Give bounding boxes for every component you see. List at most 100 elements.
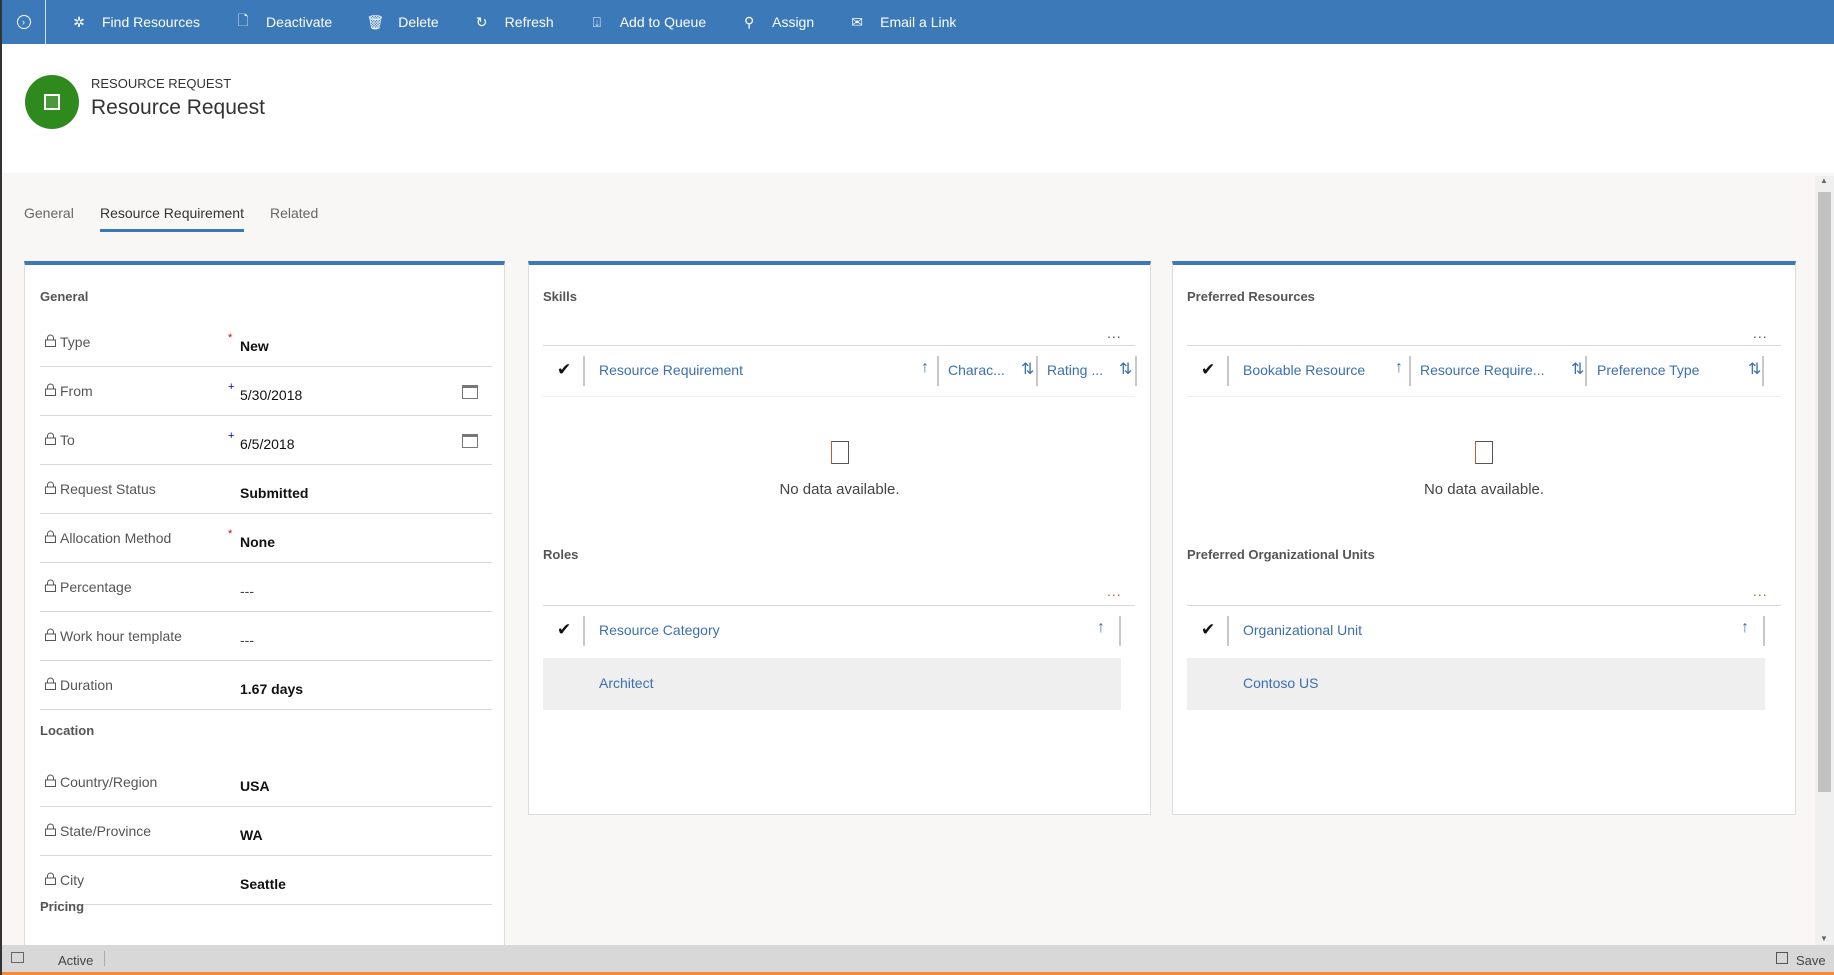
column-resource-requirement[interactable]: Resource Require... — [1420, 362, 1545, 378]
field-value[interactable]: --- — [240, 632, 254, 648]
tab-general[interactable]: General — [24, 205, 74, 221]
preferred-units-grid-header: ✔ Organizational Unit ↑ — [1187, 606, 1767, 657]
sort-icon[interactable]: ⇅ — [1748, 361, 1762, 378]
select-all-checkbox[interactable]: ✔ — [1201, 360, 1216, 379]
save-icon[interactable] — [1776, 952, 1788, 964]
preferred-panel: Preferred Resources ... ✔ Bookable Resou… — [1172, 261, 1796, 815]
refresh-button[interactable]: ↻ Refresh — [461, 0, 564, 44]
tab-resource-requirement[interactable]: Resource Requirement — [100, 205, 244, 232]
field-value[interactable]: 1.67 days — [240, 681, 304, 697]
deactivate-button[interactable]: 🗋 Deactivate — [222, 0, 342, 44]
field-row[interactable]: Type * New — [40, 318, 492, 367]
sort-icon[interactable]: ⇅ — [1021, 361, 1035, 378]
lock-icon — [45, 628, 56, 641]
field-value[interactable]: Seattle — [240, 876, 286, 892]
roles-more-button[interactable]: ... — [1107, 583, 1122, 599]
assign-icon: ⚲ — [743, 13, 755, 30]
entity-type: RESOURCE REQUEST — [91, 76, 232, 91]
lock-icon — [45, 432, 56, 445]
assign-button[interactable]: ⚲ Assign — [728, 0, 824, 44]
field-value[interactable]: New — [240, 338, 269, 354]
field-row[interactable]: Duration 1.67 days — [40, 661, 492, 710]
document-icon — [830, 441, 849, 464]
sort-asc-icon[interactable]: ↑ — [1097, 619, 1105, 636]
field-value[interactable]: 5/30/2018 — [240, 387, 303, 403]
field-row[interactable]: City Seattle — [40, 856, 492, 905]
trash-icon: 🗑 — [366, 13, 385, 30]
tab-related[interactable]: Related — [270, 205, 319, 221]
sort-icon[interactable]: ⇅ — [1571, 361, 1585, 378]
section-preferred-resources: Preferred Resources — [1187, 289, 1315, 304]
field-label: Country/Region — [60, 774, 158, 790]
column-characteristic[interactable]: Charac... — [948, 362, 1005, 378]
table-row[interactable]: Architect — [543, 658, 1121, 710]
field-label: To — [60, 432, 75, 448]
nav-expand-button[interactable]: › — [2, 0, 46, 44]
email-link-button[interactable]: ✉ Email a Link — [836, 0, 966, 44]
chevron-circle-icon: › — [16, 15, 31, 29]
refresh-label: Refresh — [504, 14, 554, 30]
lock-icon — [45, 872, 56, 885]
column-organizational-unit[interactable]: Organizational Unit — [1243, 622, 1363, 638]
column-resource-category[interactable]: Resource Category — [599, 622, 720, 638]
select-all-checkbox[interactable]: ✔ — [557, 620, 572, 639]
lock-icon — [45, 334, 56, 347]
column-bookable-resource[interactable]: Bookable Resource — [1243, 362, 1366, 378]
sort-icon[interactable]: ⇅ — [1119, 361, 1133, 378]
sort-asc-icon[interactable]: ↑ — [1395, 359, 1403, 376]
section-general: General — [40, 289, 89, 304]
lock-icon — [45, 677, 56, 690]
field-label: Allocation Method — [60, 530, 172, 546]
column-resource-requirement[interactable]: Resource Requirement — [599, 362, 743, 378]
preferred-resources-more-button[interactable]: ... — [1753, 325, 1768, 341]
sort-asc-icon[interactable]: ↑ — [1741, 619, 1749, 636]
select-all-checkbox[interactable]: ✔ — [557, 360, 572, 379]
org-unit-link[interactable]: Contoso US — [1243, 675, 1319, 691]
field-row[interactable]: Request Status Submitted — [40, 465, 492, 514]
field-value[interactable]: USA — [240, 778, 270, 794]
command-bar: › ✲ Find Resources 🗋 Deactivate 🗑 Delete ↻ R… — [2, 0, 1834, 44]
sort-asc-icon[interactable]: ↑ — [921, 359, 929, 376]
delete-button[interactable]: 🗑 Delete — [354, 0, 448, 44]
open-new-window-icon[interactable] — [11, 952, 24, 963]
scroll-down-icon[interactable]: ▼ — [1820, 934, 1828, 943]
role-link[interactable]: Architect — [599, 675, 654, 691]
field-label: Request Status — [60, 481, 156, 497]
field-value[interactable]: --- — [240, 583, 254, 599]
calendar-icon[interactable] — [462, 434, 478, 448]
field-row[interactable]: From + 5/30/2018 — [40, 367, 492, 416]
section-pricing: Pricing — [40, 899, 85, 914]
preferred-resources-grid-header: ✔ Bookable Resource ↑ Resource Require..… — [1187, 346, 1781, 397]
add-to-queue-button[interactable]: ⍗ Add to Queue — [576, 0, 716, 44]
lock-icon — [45, 774, 56, 787]
find-resources-icon: ✲ — [73, 13, 85, 30]
find-resources-button[interactable]: ✲ Find Resources — [58, 0, 210, 44]
field-value[interactable]: 6/5/2018 — [240, 436, 295, 452]
column-preference-type[interactable]: Preference Type — [1597, 362, 1700, 378]
general-panel: General Type * New From + 5/30/2018 To +… — [24, 261, 505, 961]
table-row[interactable]: Contoso US — [1187, 658, 1765, 710]
lock-icon — [45, 823, 56, 836]
scroll-up-icon[interactable]: ▲ — [1820, 176, 1828, 185]
column-rating[interactable]: Rating ... — [1047, 362, 1104, 378]
field-row[interactable]: Allocation Method * None — [40, 514, 492, 563]
save-button[interactable]: Save — [1796, 953, 1826, 968]
vertical-scrollbar[interactable]: ▲ ▼ — [1815, 176, 1834, 945]
field-row[interactable]: Work hour template --- — [40, 612, 492, 661]
field-value[interactable]: WA — [240, 827, 263, 843]
field-label: City — [60, 872, 85, 888]
field-label: State/Province — [60, 823, 152, 839]
scrollbar-thumb[interactable] — [1818, 192, 1831, 792]
select-all-checkbox[interactable]: ✔ — [1201, 620, 1216, 639]
field-row[interactable]: To + 6/5/2018 — [40, 416, 492, 465]
field-row[interactable]: Percentage --- — [40, 563, 492, 612]
preferred-units-more-button[interactable]: ... — [1753, 583, 1768, 599]
field-value[interactable]: Submitted — [240, 485, 309, 501]
field-row[interactable]: State/Province WA — [40, 807, 492, 856]
email-link-label: Email a Link — [880, 14, 957, 30]
field-row[interactable]: Country/Region USA — [40, 758, 492, 807]
skills-more-button[interactable]: ... — [1107, 325, 1122, 341]
field-value[interactable]: None — [240, 534, 275, 550]
skills-empty-state: No data available. — [529, 441, 1150, 498]
calendar-icon[interactable] — [462, 385, 478, 399]
